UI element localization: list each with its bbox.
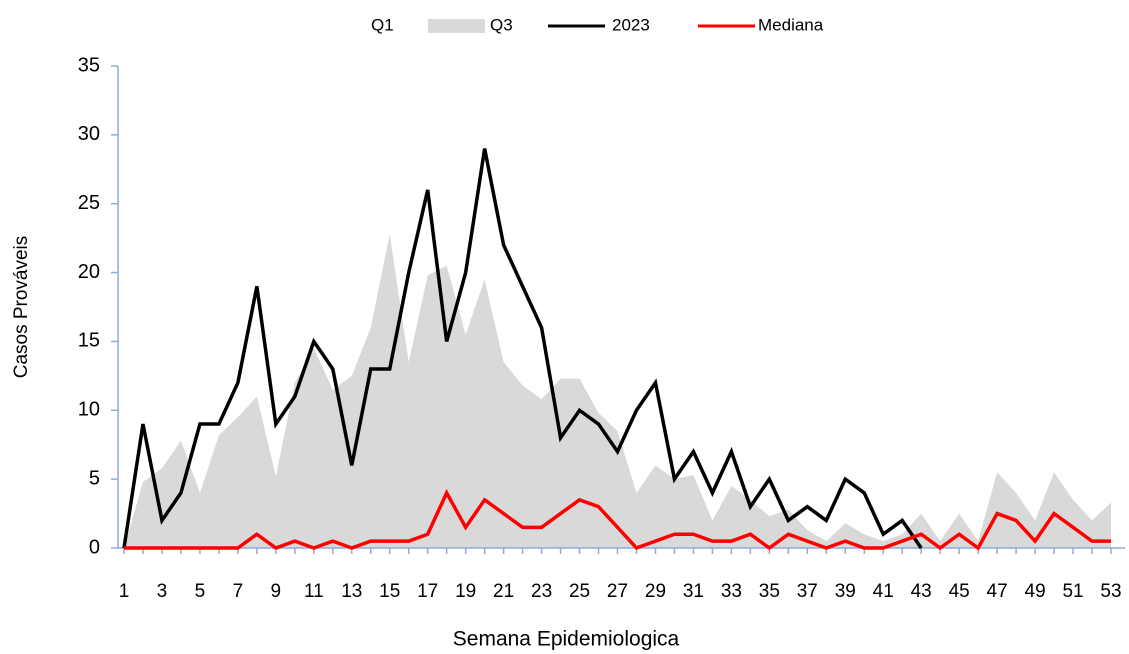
x-tick-label: 53 <box>1100 581 1121 602</box>
legend-swatch <box>428 19 485 33</box>
x-tick-label: 9 <box>271 581 282 602</box>
x-tick-label: 11 <box>304 581 324 602</box>
x-tick-label: 21 <box>493 581 514 602</box>
x-tick-label: 3 <box>157 581 168 602</box>
x-tick-label: 33 <box>721 581 742 602</box>
y-tick-label: 0 <box>89 536 100 558</box>
x-tick-label: 13 <box>341 581 362 602</box>
x-tick-label: 1 <box>119 581 130 602</box>
area <box>124 234 1111 549</box>
x-tick-label: 5 <box>195 581 206 602</box>
x-tick-label: 19 <box>455 581 476 602</box>
x-tick-label: 25 <box>569 581 590 602</box>
y-axis-title: Casos Prováveis <box>11 236 32 379</box>
y-tick-label: 10 <box>78 399 100 421</box>
legend-swatch <box>340 19 365 33</box>
x-tick-label: 43 <box>911 581 932 602</box>
x-tick-label: 35 <box>759 581 780 602</box>
x-tick-label: 15 <box>379 581 400 602</box>
x-tick-label: 23 <box>531 581 552 602</box>
x-tick-label: 39 <box>835 581 856 602</box>
x-tick-label: 49 <box>1025 581 1046 602</box>
x-tick-label: 31 <box>683 581 704 602</box>
line <box>122 148 923 549</box>
x-tick-label: 51 <box>1062 581 1083 602</box>
y-tick-label: 15 <box>78 330 100 352</box>
y-tick-label: 35 <box>78 54 100 76</box>
x-axis-title: Semana Epidemiologica <box>453 628 680 651</box>
legend-label: 2023 <box>612 15 650 34</box>
legend-label: Q3 <box>490 15 513 34</box>
x-tick-label: 27 <box>607 581 628 602</box>
x-tick-label: 47 <box>987 581 1008 602</box>
x-tick-label: 37 <box>797 581 818 602</box>
x-tick-label: 41 <box>873 581 894 602</box>
x-tick-label: 45 <box>949 581 970 602</box>
y-tick-label: 20 <box>78 261 100 283</box>
legend-label: Q1 <box>371 15 394 34</box>
legend-label: Mediana <box>758 15 824 34</box>
y-tick-label: 5 <box>89 467 100 489</box>
y-tick-label: 25 <box>78 192 100 214</box>
x-tick-label: 7 <box>233 581 244 602</box>
x-tick-label: 29 <box>645 581 666 602</box>
line <box>124 489 1111 551</box>
y-tick-label: 30 <box>78 123 100 145</box>
x-tick-label: 17 <box>417 581 438 602</box>
